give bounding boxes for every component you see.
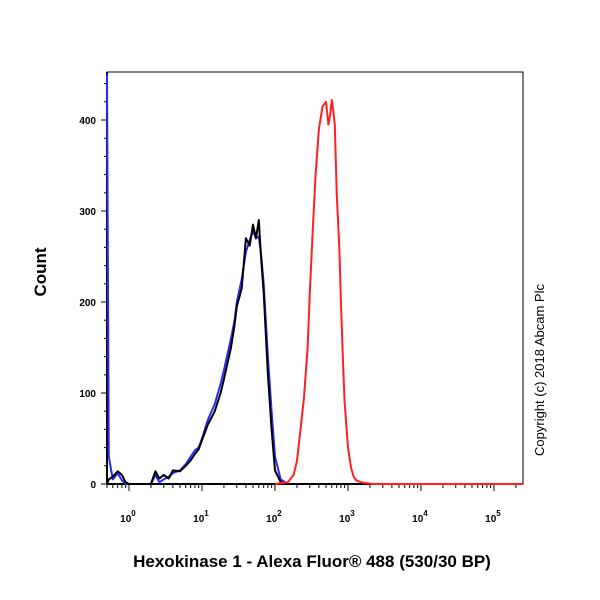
y-tick-label: 100 <box>79 389 96 400</box>
y-tick-label: 300 <box>79 207 96 218</box>
x-tick-label: 103 <box>339 509 355 525</box>
histogram-blue <box>106 74 289 485</box>
histogram-red <box>274 99 523 485</box>
y-tick-label: 200 <box>79 298 96 309</box>
y-axis-ticks: 0 100 200 300 400 <box>79 83 107 491</box>
x-tick-label: 101 <box>193 509 209 525</box>
x-axis-ticks: 100 101 102 103 104 105 <box>106 484 517 525</box>
plot-border <box>106 71 524 485</box>
y-tick-label: 400 <box>79 116 96 127</box>
y-axis-title: Count <box>31 247 50 296</box>
x-tick-label: 100 <box>120 509 136 525</box>
x-tick-label: 102 <box>266 509 282 525</box>
x-tick-label: 105 <box>485 509 501 525</box>
copyright-annotation: Copyright (c) 2018 Abcam Plc <box>532 284 547 456</box>
plot-frame <box>106 71 524 485</box>
series-layer <box>106 74 523 485</box>
x-tick-label: 104 <box>412 509 428 525</box>
histogram-black <box>106 219 289 485</box>
x-axis-title: Hexokinase 1 - Alexa Fluor® 488 (530/30 … <box>133 552 491 571</box>
y-tick-label: 0 <box>90 480 96 491</box>
